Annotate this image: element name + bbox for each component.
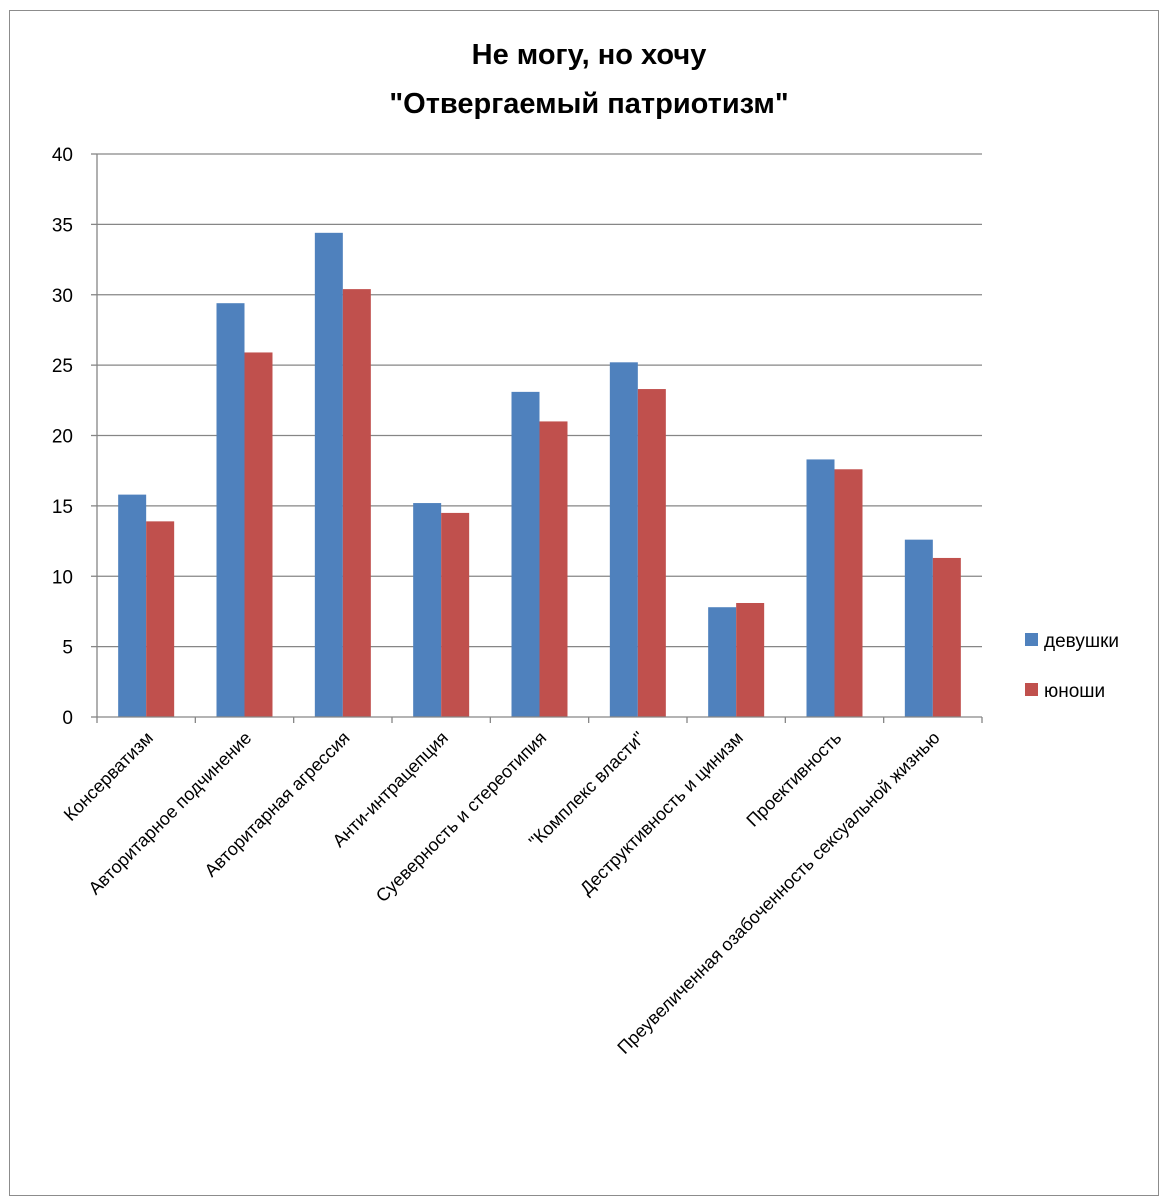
bar-boys xyxy=(244,352,273,717)
bar-boys xyxy=(834,469,863,717)
category-label: Проективность xyxy=(742,728,845,831)
category-label: Суеверность и стереотипия xyxy=(372,728,550,906)
bar-girls xyxy=(609,362,638,717)
bar-girls xyxy=(511,391,540,717)
y-tick-label: 0 xyxy=(62,708,73,729)
bar-boys xyxy=(342,289,371,717)
y-tick-label: 35 xyxy=(52,215,73,236)
bar-boys xyxy=(932,557,961,717)
bar-boys xyxy=(539,421,568,717)
bar-girls xyxy=(216,303,245,717)
y-tick-label: 10 xyxy=(52,567,73,588)
bar-girls xyxy=(118,494,147,717)
bar-boys xyxy=(736,602,765,717)
category-label: Преувеличенная озабоченность сексуальной… xyxy=(613,728,943,1058)
chart-title-line-2: "Отвергаемый патриотизм" xyxy=(389,88,788,120)
y-tick-label: 20 xyxy=(52,427,73,448)
bar-boys xyxy=(441,512,470,717)
legend-swatch-girls xyxy=(1025,633,1038,646)
bar-girls xyxy=(413,503,442,717)
legend-label-boys: юноши xyxy=(1044,681,1105,702)
y-tick-label: 40 xyxy=(52,145,73,166)
category-label: Деструктивность и цинизм xyxy=(576,728,747,899)
bar-girls xyxy=(806,459,835,717)
chart-area xyxy=(9,10,1159,1196)
category-label: Консерватизм xyxy=(60,728,157,825)
legend-swatch-boys xyxy=(1025,683,1038,696)
y-tick-label: 25 xyxy=(52,356,73,377)
y-tick-label: 5 xyxy=(62,638,73,659)
bars xyxy=(118,232,961,717)
axes xyxy=(96,154,983,723)
bar-girls xyxy=(904,539,933,717)
chart-title: Не могу, но хочу "Отвергаемый патриотизм… xyxy=(389,39,788,120)
bar-girls xyxy=(314,232,343,717)
y-axis-ticks: 0 5 10 15 20 25 30 35 40 xyxy=(52,145,97,729)
y-tick-label: 15 xyxy=(52,497,73,518)
bar-boys xyxy=(146,521,175,717)
bar-girls xyxy=(708,607,737,717)
chart-title-line-1: Не могу, но хочу xyxy=(472,39,707,71)
bar-boys xyxy=(637,389,666,717)
legend-label-girls: девушки xyxy=(1044,631,1119,652)
y-tick-label: 30 xyxy=(52,286,73,307)
legend: девушки юноши xyxy=(1025,631,1119,702)
category-label: Авторитарное подчинение xyxy=(85,728,256,899)
